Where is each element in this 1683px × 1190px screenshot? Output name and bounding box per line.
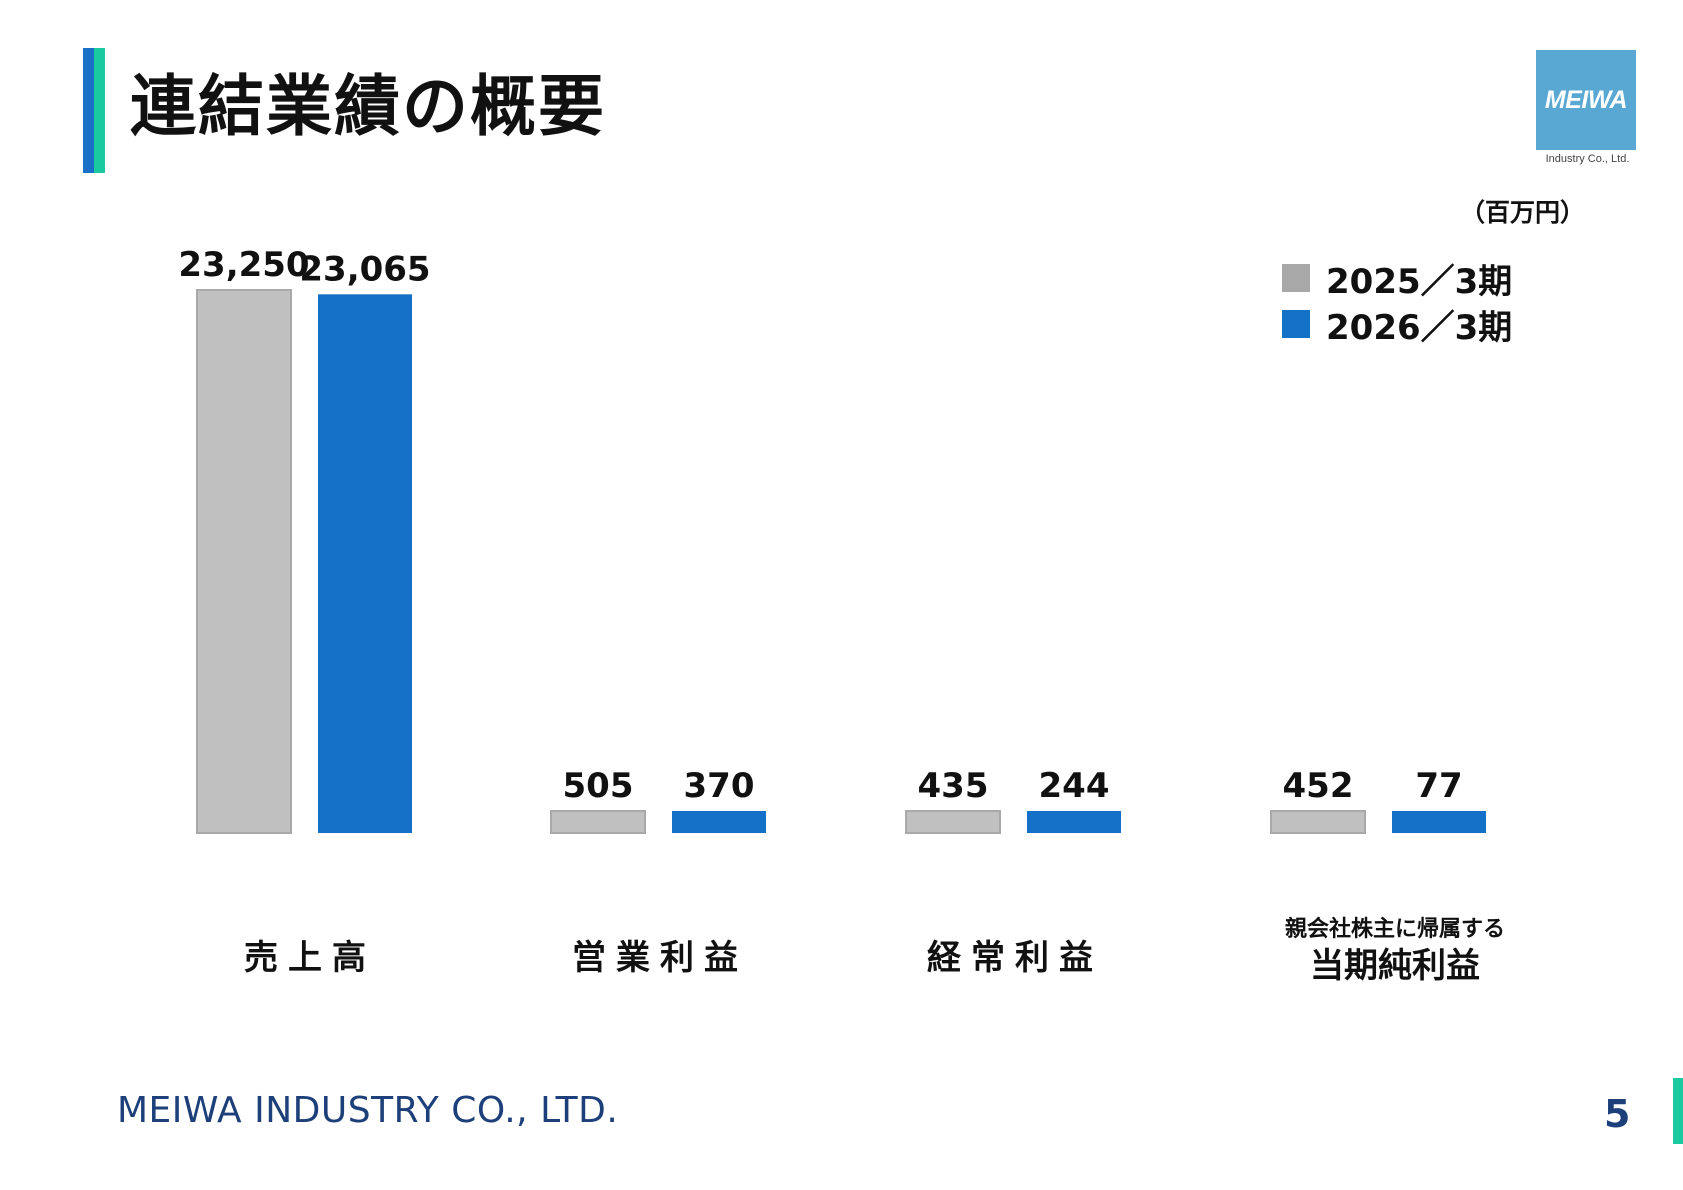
bar-operating-income-2025 [550,810,646,834]
footer-company-name: MEIWA INDUSTRY CO., LTD. [117,1090,619,1131]
title-accent-bar [83,48,94,173]
logo-subtitle: Industry Co., Ltd. [1545,153,1630,165]
data-label-sales-2026: 23,065 [299,249,430,289]
legend-label-2025: 2025／3期 [1326,261,1513,302]
logo-text: MEIWA [1544,85,1628,114]
category-label-operating-income: 営業利益 [540,930,780,979]
legend-swatch-2025 [1282,264,1310,292]
unit-label: （百万円） [1460,198,1586,227]
data-label-ordinary-income-2026: 244 [1039,766,1110,806]
page-title: 連結業績の概要 [130,68,606,145]
category-label-ordinary-income-text: 経常利益 [927,938,1103,978]
bar-net-income-2026 [1392,811,1486,833]
data-label-ordinary-income-2025: 435 [918,766,989,806]
category-label-ordinary-income: 経常利益 [895,930,1135,979]
legend-item-2026: 2026／3期 [1282,301,1513,348]
category-label-net-income-line1: 親会社株主に帰属する [1284,917,1505,942]
category-label-net-income: 親会社株主に帰属する 当期純利益 [1235,915,1555,987]
category-label-operating-income-text: 営業利益 [572,938,748,978]
title-accent-bar-green [94,48,105,173]
bar-sales-2025 [196,289,292,834]
data-label-operating-income-2026: 370 [684,766,755,806]
data-label-sales-2025: 23,250 [178,245,309,285]
category-label-net-income-line2: 当期純利益 [1310,946,1480,986]
bar-ordinary-income-2025 [905,810,1001,834]
legend-swatch-2026 [1282,310,1310,338]
page-number: 5 [1604,1092,1631,1136]
data-label-net-income-2026: 77 [1415,766,1462,806]
legend-item-2025: 2025／3期 [1282,255,1513,302]
category-label-sales: 売上高 [200,930,420,979]
page-edge-accent [1673,1078,1683,1144]
legend-label-2026: 2026／3期 [1326,307,1513,348]
category-label-sales-text: 売上高 [244,938,376,978]
bar-ordinary-income-2026 [1027,811,1121,833]
company-logo: MEIWA [1536,50,1636,150]
bar-sales-2026 [318,294,412,833]
data-label-net-income-2025: 452 [1283,766,1354,806]
bar-net-income-2025 [1270,810,1366,834]
bar-operating-income-2026 [672,811,766,833]
data-label-operating-income-2025: 505 [563,766,634,806]
chart-legend: 2025／3期 2026／3期 [1282,255,1513,348]
